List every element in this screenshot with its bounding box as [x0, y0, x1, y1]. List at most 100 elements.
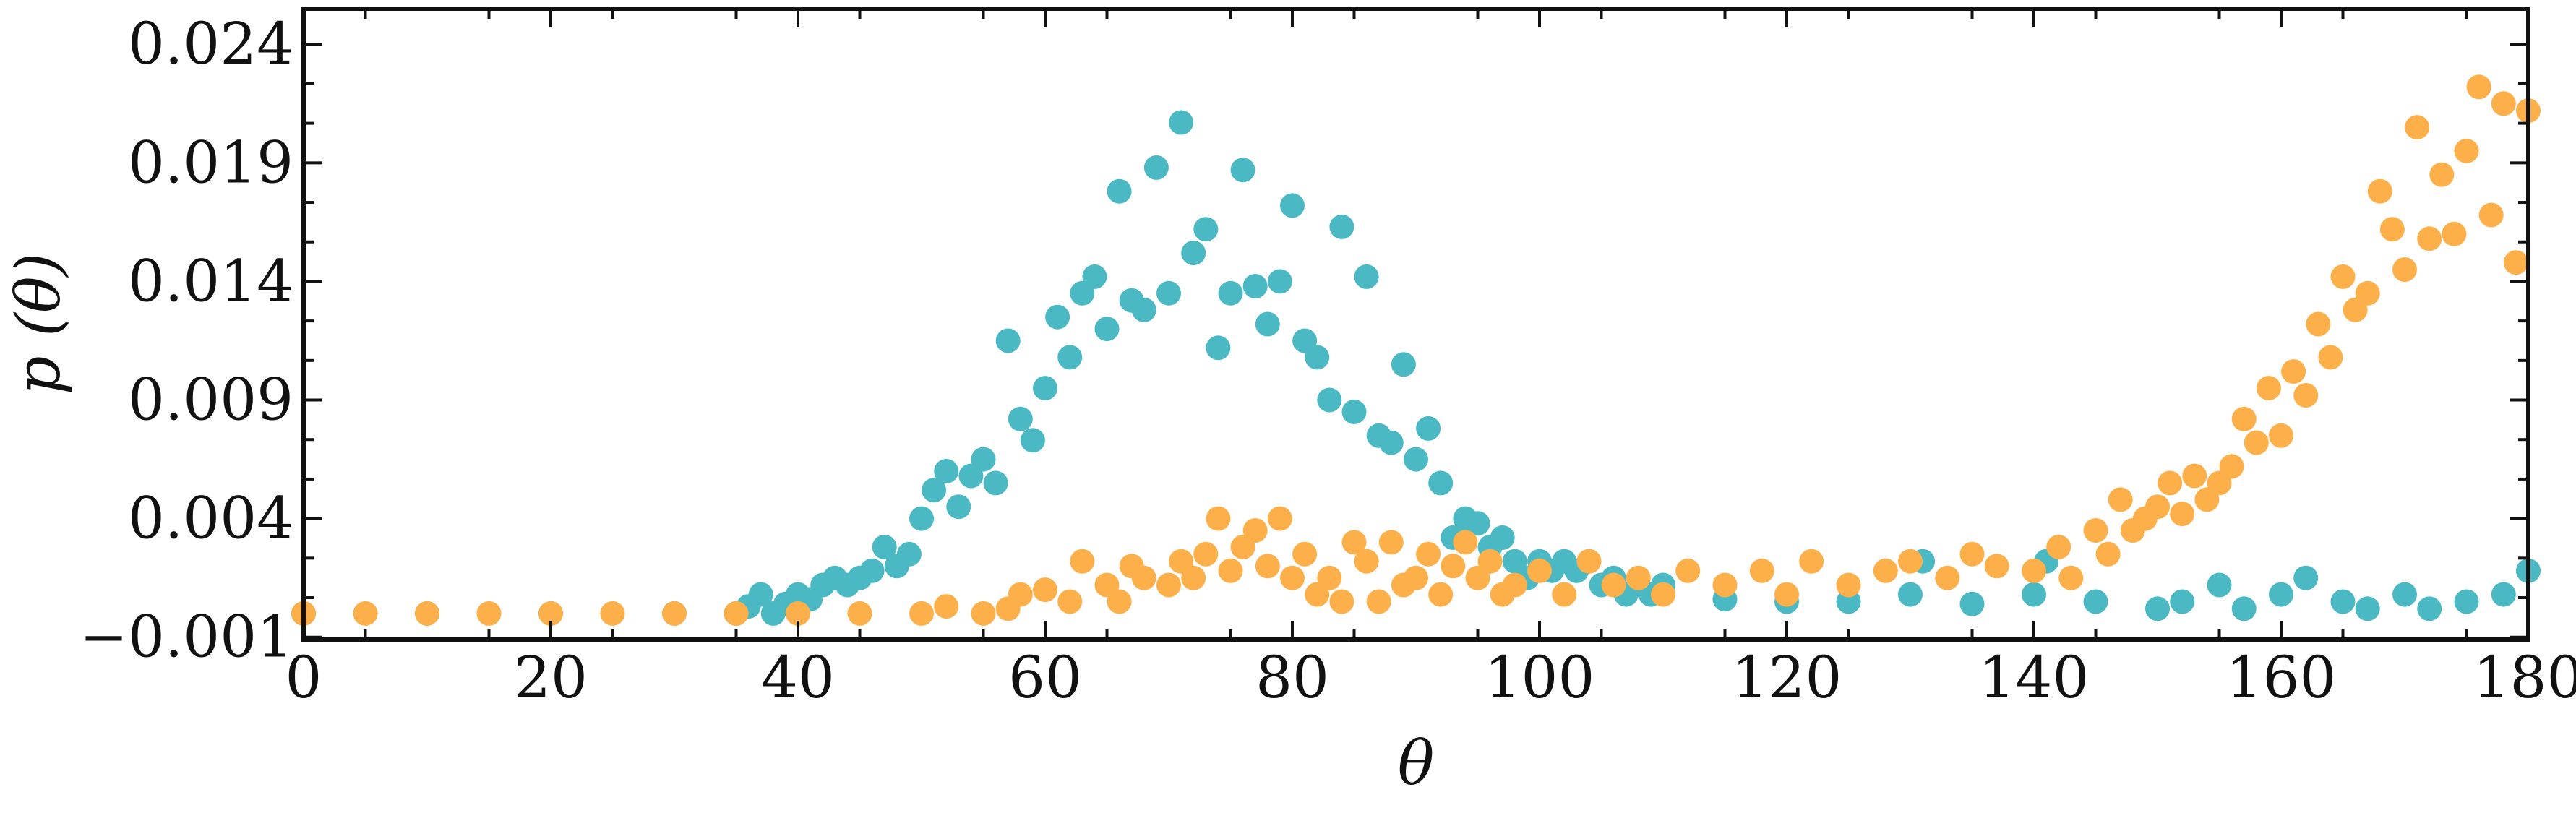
data-point — [2095, 541, 2121, 567]
data-point — [1799, 549, 1824, 574]
data-point — [1428, 470, 1454, 496]
data-point — [2454, 138, 2479, 163]
data-point — [2503, 250, 2528, 275]
data-point — [724, 601, 749, 626]
data-point — [1477, 549, 1503, 574]
data-point — [748, 582, 773, 607]
data-point — [1898, 582, 1923, 607]
data-point — [983, 470, 1008, 496]
data-point — [1070, 549, 1095, 574]
data-point — [1020, 428, 1045, 453]
data-point — [1984, 554, 2009, 579]
data-point — [1873, 558, 1898, 583]
data-point — [971, 601, 996, 626]
data-point — [1416, 416, 1441, 441]
data-point — [1193, 217, 1219, 242]
data-point — [2231, 596, 2257, 621]
data-point — [1378, 430, 1404, 455]
y-tick-label: 0.019 — [128, 129, 293, 196]
data-point — [2318, 345, 2343, 370]
data-point — [1341, 530, 1367, 555]
x-tick-label: 120 — [1732, 644, 1842, 711]
x-tick-label: 60 — [1008, 644, 1082, 711]
data-point — [1008, 582, 1033, 607]
data-point — [2256, 376, 2281, 401]
data-point — [1465, 511, 1490, 536]
data-point — [1626, 565, 1651, 590]
y-axis-label: p (θ) — [3, 253, 74, 395]
data-point — [1267, 269, 1292, 294]
data-point — [1404, 447, 1428, 472]
data-point — [2379, 217, 2405, 242]
data-point — [1428, 582, 1454, 607]
data-point — [1527, 558, 1552, 583]
data-point — [2207, 572, 2232, 598]
data-point — [2491, 582, 2516, 607]
data-point — [1391, 352, 1416, 377]
x-tick-label: 160 — [2226, 644, 2337, 711]
data-point — [2293, 383, 2319, 408]
data-point — [415, 601, 439, 626]
data-point — [2454, 589, 2479, 614]
data-point — [2145, 596, 2170, 621]
x-tick-label: 0 — [285, 644, 322, 711]
data-point — [2231, 406, 2257, 431]
y-tick-label: −0.001 — [80, 603, 293, 671]
data-point — [946, 494, 971, 520]
y-tick-label: 0.004 — [128, 485, 293, 552]
data-point — [847, 601, 872, 626]
data-point — [1143, 155, 1169, 180]
data-point — [1317, 565, 1342, 590]
data-point — [1354, 549, 1379, 574]
data-point — [1033, 577, 1057, 603]
data-point — [1107, 178, 1132, 204]
data-point — [2170, 589, 2195, 614]
data-point — [1094, 317, 1120, 342]
data-point — [1601, 572, 1626, 598]
series-1 — [291, 110, 2541, 626]
data-point — [1193, 541, 1219, 567]
data-point — [1057, 589, 1083, 614]
data-point — [1502, 572, 1527, 598]
data-point — [872, 535, 897, 559]
data-point — [2145, 494, 2170, 520]
data-point — [2417, 596, 2442, 621]
data-point — [2083, 589, 2108, 614]
data-point — [1267, 506, 1292, 531]
data-point — [934, 594, 959, 619]
data-point — [909, 601, 934, 626]
data-point — [859, 558, 885, 583]
data-point — [1242, 518, 1268, 543]
data-point — [2244, 430, 2269, 455]
data-point — [1404, 565, 1428, 590]
data-point — [2182, 463, 2207, 489]
data-point — [1712, 572, 1738, 598]
data-point — [934, 459, 959, 483]
data-point — [1181, 565, 1206, 590]
data-point — [1156, 280, 1181, 306]
data-point — [2058, 565, 2084, 590]
x-tick-label: 20 — [514, 644, 588, 711]
data-point — [1836, 572, 1861, 598]
data-point — [2330, 589, 2356, 614]
data-point — [1131, 565, 1156, 590]
data-point — [1651, 582, 1675, 607]
data-point — [2022, 558, 2046, 583]
data-point — [1329, 589, 1354, 614]
data-point — [353, 601, 378, 626]
data-point — [1255, 311, 1280, 337]
data-point — [1255, 554, 1280, 579]
data-point — [1749, 558, 1774, 583]
data-point — [1959, 591, 1985, 616]
data-point — [1774, 582, 1799, 607]
data-point — [1218, 280, 1243, 306]
data-point — [1131, 297, 1156, 322]
data-point — [1305, 345, 1330, 370]
data-point — [2083, 518, 2108, 543]
data-point — [2306, 311, 2331, 337]
data-point — [1206, 335, 1231, 361]
y-tick-label: 0.009 — [128, 366, 293, 434]
data-point — [2219, 454, 2244, 479]
data-point — [2158, 470, 2183, 496]
x-tick-label: 140 — [1979, 644, 2090, 711]
